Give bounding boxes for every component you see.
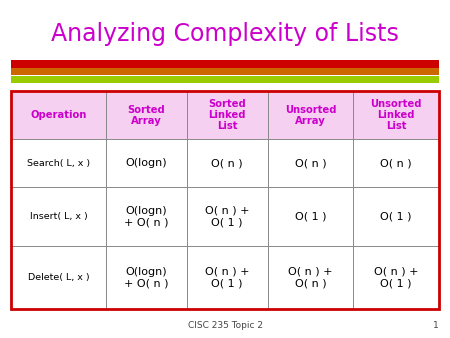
Text: O( n ): O( n ): [380, 158, 412, 168]
Text: O( 1 ): O( 1 ): [380, 212, 412, 222]
Text: Analyzing Complexity of Lists: Analyzing Complexity of Lists: [51, 22, 399, 46]
Text: CISC 235 Topic 2: CISC 235 Topic 2: [188, 320, 262, 330]
Text: O( n ) +
O( n ): O( n ) + O( n ): [288, 267, 333, 288]
Text: 1: 1: [433, 320, 439, 330]
Text: O( n ) +
O( 1 ): O( n ) + O( 1 ): [205, 267, 249, 288]
Text: O( n ): O( n ): [212, 158, 243, 168]
Bar: [11, 60, 439, 68]
Text: Delete( L, x ): Delete( L, x ): [27, 273, 89, 282]
Text: O(logn)
+ O( n ): O(logn) + O( n ): [124, 267, 168, 288]
Text: O( 1 ): O( 1 ): [295, 212, 326, 222]
Text: Sorted
Array: Sorted Array: [127, 105, 165, 126]
Text: O( n ): O( n ): [295, 158, 326, 168]
Text: O(logn)
+ O( n ): O(logn) + O( n ): [124, 206, 168, 227]
Bar: [11, 91, 439, 139]
Text: Sorted
Linked
List: Sorted Linked List: [208, 99, 246, 131]
Text: Unsorted
Linked
List: Unsorted Linked List: [370, 99, 422, 131]
Bar: [11, 76, 439, 83]
Text: O( n ) +
O( 1 ): O( n ) + O( 1 ): [205, 206, 249, 227]
Text: Search( L, x ): Search( L, x ): [27, 159, 90, 168]
Text: O( n ) +
O( 1 ): O( n ) + O( 1 ): [374, 267, 418, 288]
Text: Operation: Operation: [30, 110, 86, 120]
Bar: [11, 91, 439, 309]
Text: Unsorted
Array: Unsorted Array: [285, 105, 336, 126]
Text: Insert( L, x ): Insert( L, x ): [30, 212, 87, 221]
Bar: [11, 68, 439, 75]
Text: O(logn): O(logn): [125, 158, 167, 168]
